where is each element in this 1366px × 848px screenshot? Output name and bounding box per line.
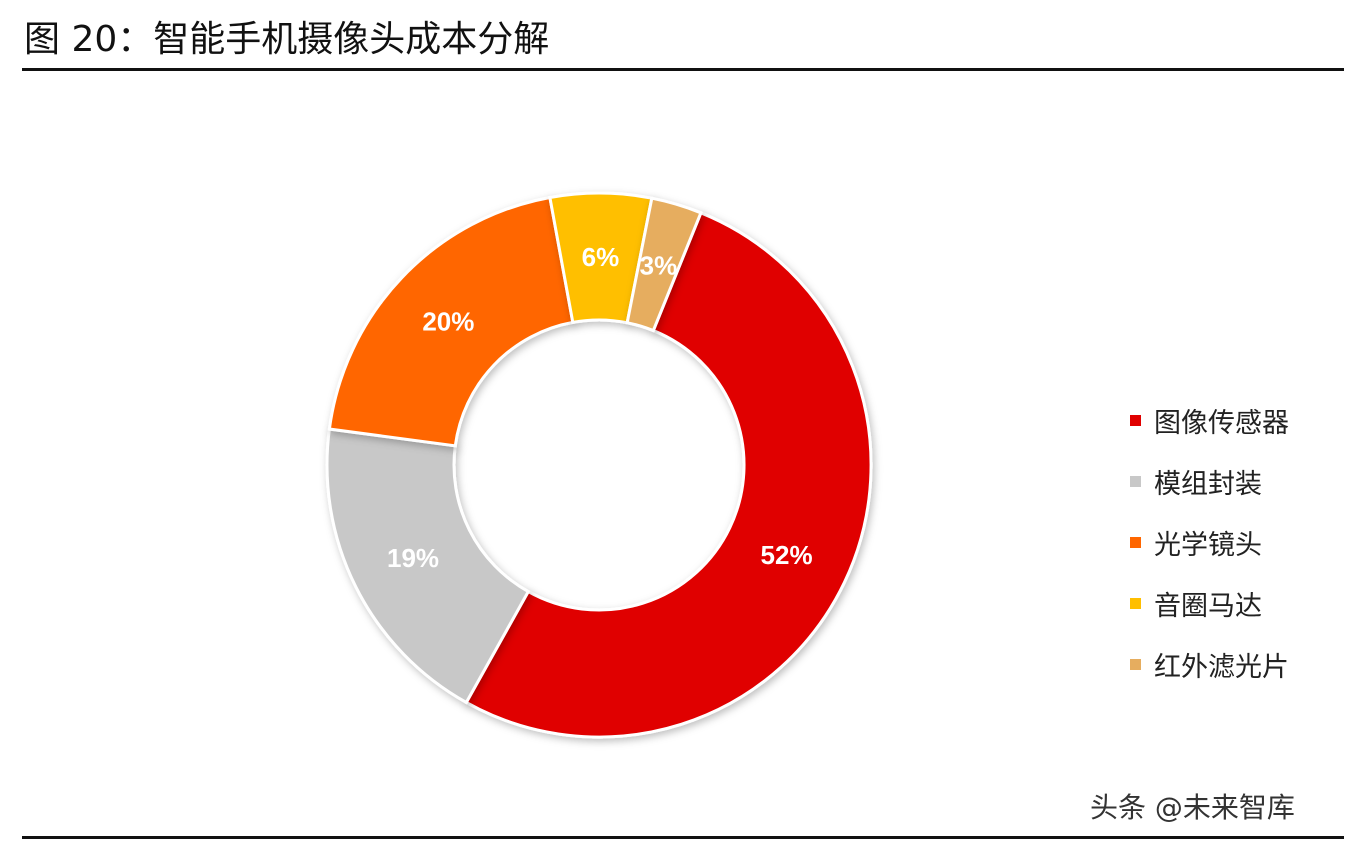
title-rule bbox=[22, 68, 1344, 71]
donut-slice[interactable] bbox=[464, 210, 873, 739]
slice-percent-label: 6% bbox=[582, 242, 620, 272]
donut-slice-labels: 52% 19% 20% 6% 3% bbox=[387, 242, 813, 573]
bottom-rule bbox=[22, 836, 1344, 839]
donut-slice[interactable] bbox=[325, 427, 531, 705]
legend: 图像传感器 模组封装 光学镜头 音圈马达 红外滤光片 bbox=[1130, 390, 1289, 695]
legend-item[interactable]: 模组封装 bbox=[1130, 451, 1289, 512]
slice-percent-label: 20% bbox=[422, 307, 474, 337]
donut-slices bbox=[325, 191, 873, 739]
figure-title: 图 20：智能手机摄像头成本分解 bbox=[24, 19, 550, 60]
legend-item[interactable]: 红外滤光片 bbox=[1130, 634, 1289, 695]
slice-percent-label: 3% bbox=[640, 251, 678, 281]
legend-label: 光学镜头 bbox=[1154, 530, 1262, 561]
chart-area: 52% 19% 20% 6% 3% 图像传感器 模组封装 光学镜头 音圈马达 红外滤光片 bbox=[22, 78, 1344, 828]
legend-item[interactable]: 图像传感器 bbox=[1130, 390, 1289, 451]
donut-slice[interactable] bbox=[327, 195, 575, 448]
legend-item[interactable]: 光学镜头 bbox=[1130, 512, 1289, 573]
legend-label: 音圈马达 bbox=[1154, 591, 1262, 622]
donut-chart: 52% 19% 20% 6% 3% bbox=[325, 191, 873, 739]
legend-label: 图像传感器 bbox=[1154, 408, 1289, 439]
legend-swatch bbox=[1130, 537, 1141, 548]
watermark: 头条 @未来智库 bbox=[1090, 791, 1295, 824]
legend-item[interactable]: 音圈马达 bbox=[1130, 573, 1289, 634]
legend-swatch bbox=[1130, 415, 1141, 426]
donut-slice[interactable] bbox=[625, 196, 703, 333]
legend-swatch bbox=[1130, 476, 1141, 487]
slice-percent-label: 19% bbox=[387, 543, 439, 573]
slice-percent-label: 52% bbox=[761, 540, 813, 570]
legend-label: 红外滤光片 bbox=[1154, 652, 1289, 683]
legend-swatch bbox=[1130, 659, 1141, 670]
legend-label: 模组封装 bbox=[1154, 469, 1262, 500]
legend-swatch bbox=[1130, 598, 1141, 609]
